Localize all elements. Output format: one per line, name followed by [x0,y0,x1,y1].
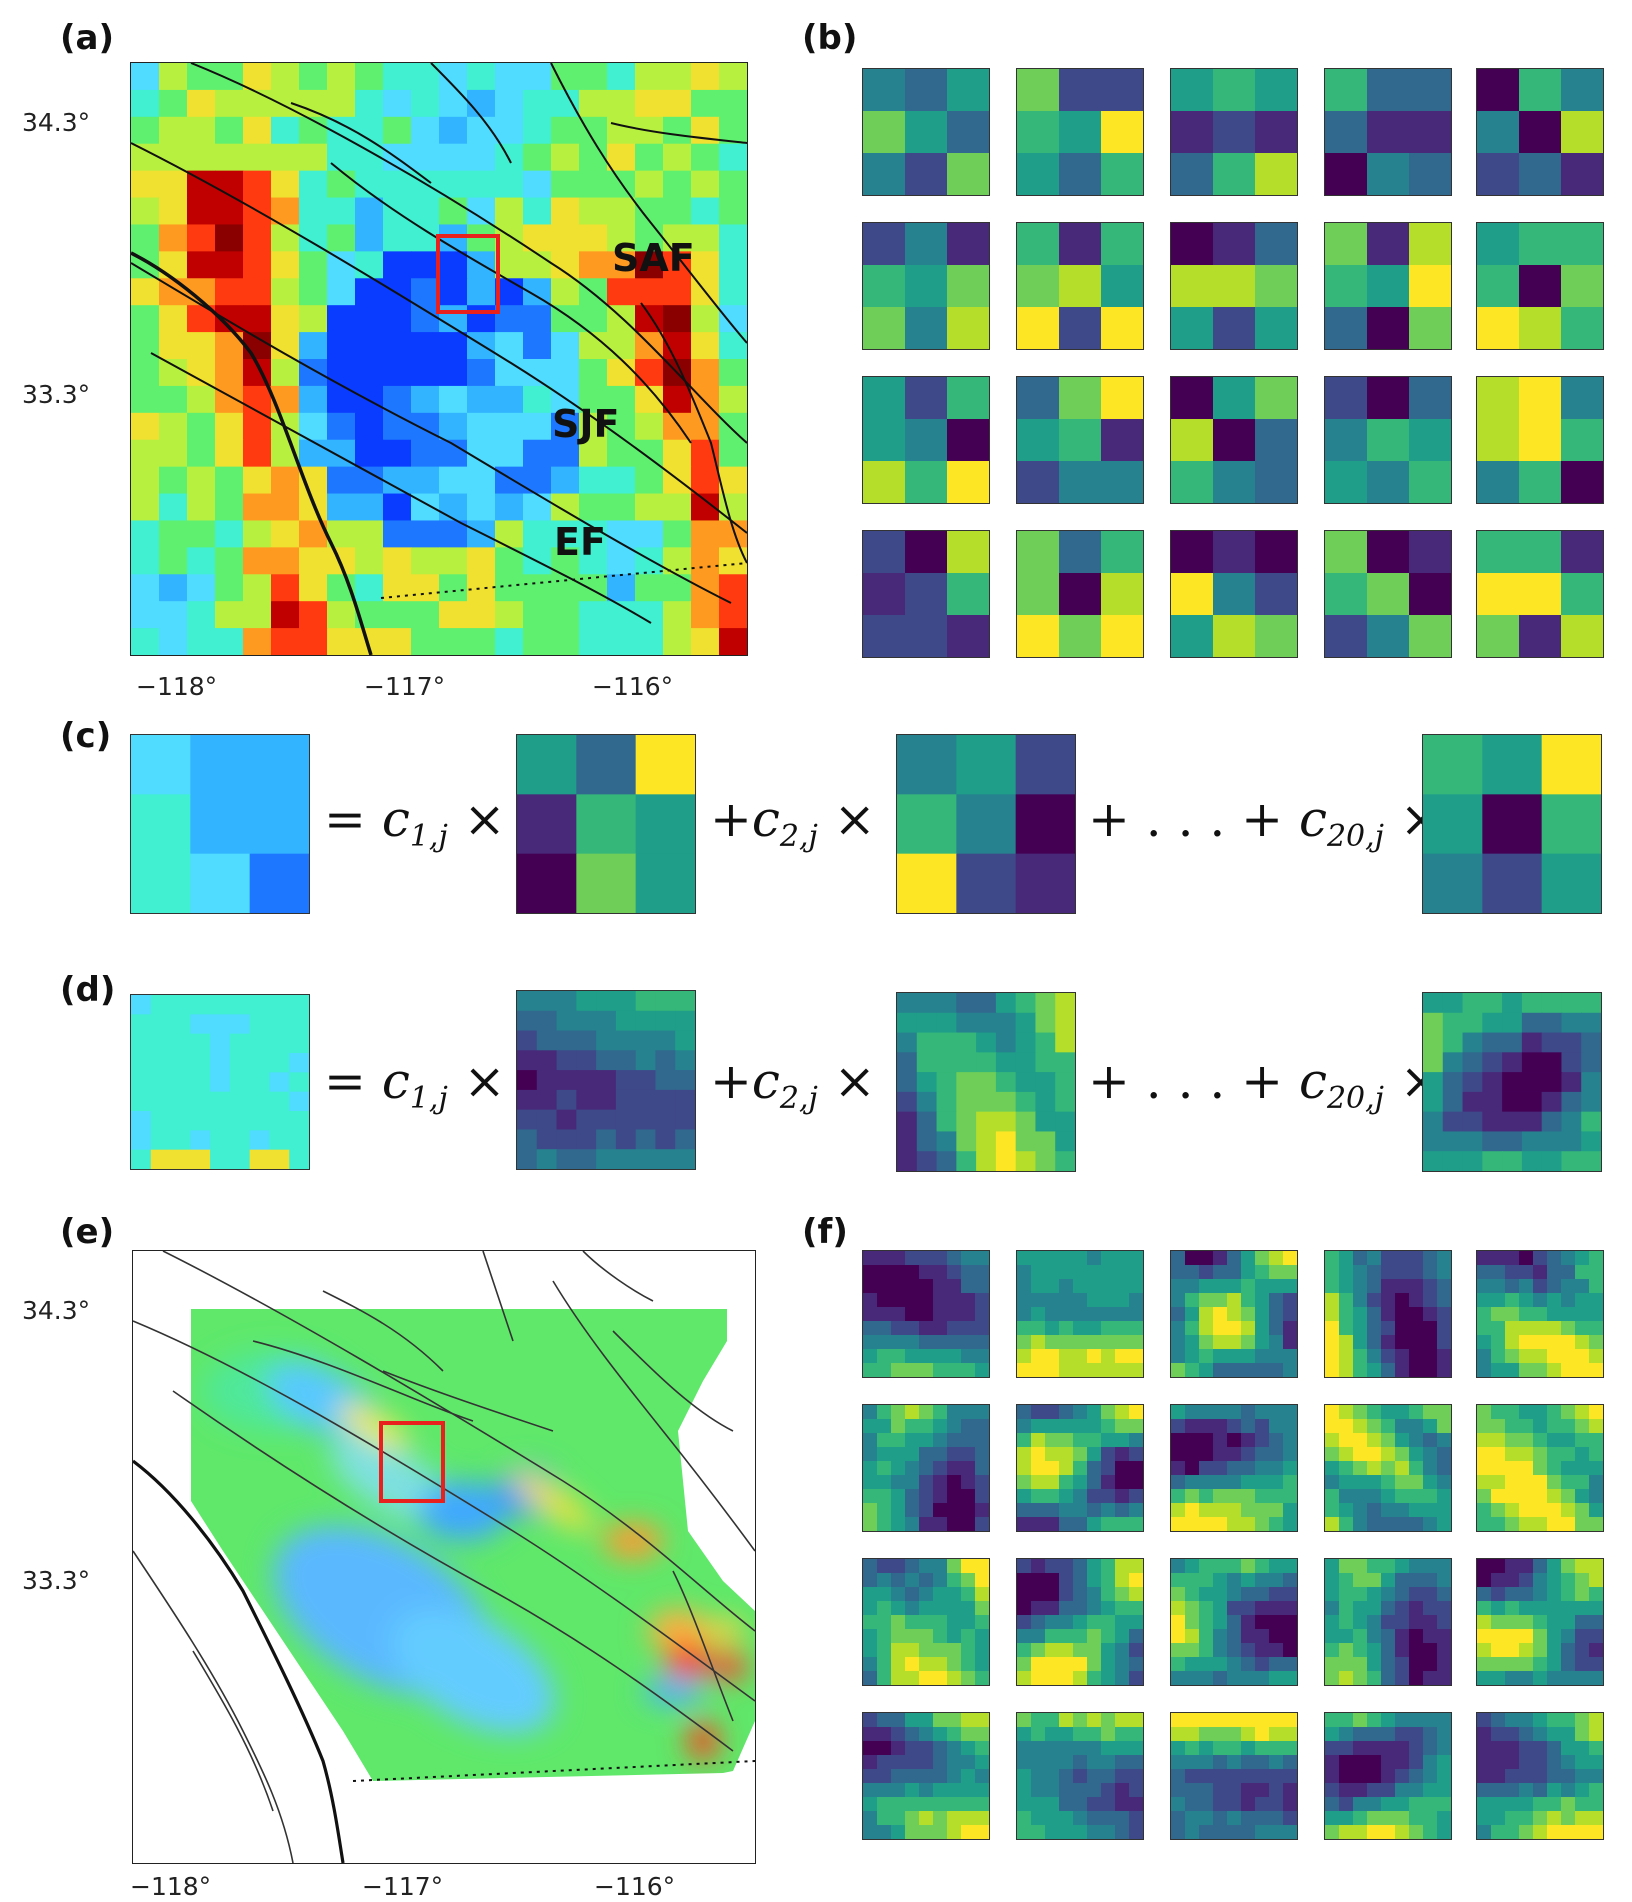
dictionary-atom [1170,68,1298,196]
dictionary-atom [862,1558,990,1686]
equation-d-term1: = c1,j × [324,1052,506,1116]
dictionary-atom [1476,1250,1604,1378]
dictionary-atom [1476,376,1604,504]
dictionary-atom [1476,530,1604,658]
velocity-map-a [130,62,748,656]
data-patch-d [130,994,310,1170]
smooth-velocity-field [133,1251,755,1863]
x-tick-label: −118° [130,1872,212,1901]
y-tick-label: 34.3° [22,1296,91,1325]
dictionary-atom [1476,1712,1604,1840]
dictionary-atom [1170,1712,1298,1840]
dictionary-atom [862,1250,990,1378]
data-patch-c [130,734,310,914]
dictionary-atom [1016,1558,1144,1686]
dictionary-atom [1476,222,1604,350]
x-tick-label: −117° [362,1872,444,1901]
equation-c-term3: + . . . + c20,j × [1088,790,1442,854]
panel-label-e: (e) [60,1212,115,1252]
dictionary-atom [1016,530,1144,658]
y-tick-label: 33.3° [22,380,91,409]
dictionary-atom [862,1712,990,1840]
dictionary-atom [1324,1558,1452,1686]
dictionary-atom [1170,222,1298,350]
fault-label-ef: EF [554,520,606,564]
equation-c-term1: = c1,j × [324,790,506,854]
panel-label-f: (f) [802,1212,848,1252]
selection-box [436,234,500,314]
atom-d-1 [516,990,696,1170]
dictionary-atom [1476,1558,1604,1686]
x-tick-label: −116° [592,672,674,701]
dictionary-atom [862,222,990,350]
dictionary-atom [1170,1558,1298,1686]
x-tick-label: −116° [594,1872,676,1901]
panel-label-d: (d) [60,970,116,1010]
dictionary-atom [1170,1404,1298,1532]
y-tick-label: 33.3° [22,1566,91,1595]
dictionary-atom [862,376,990,504]
dictionary-atom [862,1404,990,1532]
velocity-grid [131,63,747,655]
dictionary-atom [1324,1712,1452,1840]
dictionary-atom [1016,1250,1144,1378]
panel-label-b: (b) [802,18,858,58]
panel-label-c: (c) [60,716,112,756]
dictionary-atom [1016,1404,1144,1532]
fault-label-sjf: SJF [552,402,620,446]
dictionary-atom [1016,222,1144,350]
atom-c-1 [516,734,696,914]
x-tick-label: −118° [136,672,218,701]
dictionary-atom [1476,68,1604,196]
dictionary-atom [1016,68,1144,196]
atom-d-2 [896,992,1076,1172]
equation-d-term2: +c2,j × [710,1052,876,1116]
dictionary-atom [1170,1250,1298,1378]
dictionary-atom [1324,530,1452,658]
dictionary-atom [1324,222,1452,350]
atom-c-20 [1422,734,1602,914]
dictionary-atom [1170,530,1298,658]
dictionary-atom [1324,1250,1452,1378]
velocity-map-e [132,1250,756,1864]
equation-d-term3: + . . . + c20,j × [1088,1052,1442,1116]
selection-box [379,1421,445,1503]
dictionary-atom [862,530,990,658]
dictionary-atom [1170,376,1298,504]
atom-c-2 [896,734,1076,914]
dictionary-atom [1324,376,1452,504]
fault-label-saf: SAF [612,236,695,280]
x-tick-label: −117° [364,672,446,701]
dictionary-atom [1324,68,1452,196]
dictionary-atom [862,68,990,196]
dictionary-atom [1476,1404,1604,1532]
dictionary-atom [1016,376,1144,504]
y-tick-label: 34.3° [22,108,91,137]
dictionary-atom [1324,1404,1452,1532]
panel-label-a: (a) [60,18,115,58]
atom-d-20 [1422,992,1602,1172]
equation-c-term2: +c2,j × [710,790,876,854]
dictionary-atom [1016,1712,1144,1840]
fault-lines [131,63,747,655]
